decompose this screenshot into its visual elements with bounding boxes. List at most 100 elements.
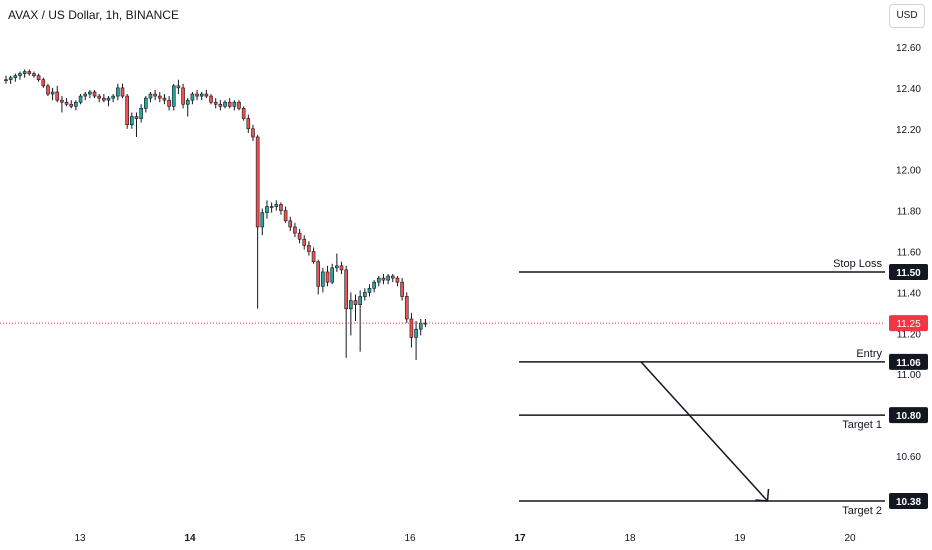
- x-tick-label: 14: [184, 533, 196, 544]
- candle: [274, 200, 279, 211]
- candle: [88, 89, 92, 99]
- candle-body: [311, 251, 316, 263]
- candle-body: [18, 73, 22, 76]
- candle: [185, 98, 190, 117]
- candle: [255, 134, 260, 309]
- candle-body: [414, 328, 418, 338]
- candle: [125, 94, 129, 129]
- trade-arrow: [640, 361, 770, 502]
- candle-body: [213, 101, 218, 105]
- candle: [69, 100, 74, 109]
- candle: [46, 83, 50, 97]
- candle: [55, 85, 60, 103]
- candle-body: [204, 93, 209, 97]
- level-badge: [889, 353, 928, 370]
- candle: [237, 100, 241, 111]
- candle: [372, 280, 376, 293]
- candle-body: [363, 292, 367, 297]
- y-tick-label: 12.00: [896, 166, 921, 177]
- candle: [218, 100, 223, 111]
- candle-body: [116, 87, 120, 97]
- candle-body: [237, 101, 241, 109]
- candle-body: [22, 71, 27, 74]
- candle: [386, 273, 390, 285]
- candle: [353, 294, 358, 322]
- current-price-badge: [889, 315, 928, 332]
- level-name: Target 1: [842, 419, 882, 431]
- candle-body: [335, 265, 339, 269]
- level-price-label: 11.50: [896, 268, 921, 279]
- candle-body: [162, 97, 167, 101]
- candle-body: [148, 93, 153, 99]
- candle-body: [60, 99, 64, 103]
- candle: [395, 276, 400, 287]
- candle-body: [381, 277, 386, 281]
- candle: [190, 91, 195, 105]
- candle: [246, 114, 251, 133]
- candle: [390, 273, 395, 283]
- candle-body: [321, 271, 325, 287]
- candle-body: [330, 267, 335, 283]
- level-name: Stop Loss: [833, 258, 882, 270]
- candle-body: [386, 275, 390, 281]
- candle: [92, 89, 97, 99]
- candle: [302, 235, 307, 250]
- candle-body: [106, 97, 111, 101]
- candle: [209, 94, 213, 105]
- candle: [22, 69, 27, 78]
- candle-body: [97, 95, 101, 99]
- candle-body: [27, 71, 32, 74]
- candle: [283, 206, 288, 223]
- x-tick-label: 15: [294, 533, 306, 544]
- candle: [311, 247, 316, 264]
- x-tick-label: 19: [734, 533, 746, 544]
- candle-body: [41, 79, 46, 87]
- candle: [321, 267, 325, 293]
- candle: [269, 202, 274, 213]
- candle: [13, 73, 18, 82]
- candle-body: [130, 116, 134, 126]
- candle: [376, 276, 381, 287]
- candle-body: [195, 93, 199, 97]
- candle: [344, 265, 348, 358]
- candle-body: [190, 93, 195, 101]
- candle: [8, 75, 13, 84]
- candle: [307, 241, 311, 256]
- candle-body: [4, 79, 8, 82]
- candle: [144, 96, 148, 113]
- candle: [288, 216, 293, 232]
- candle-body: [297, 232, 302, 240]
- candle: [27, 69, 32, 76]
- candle-body: [78, 95, 83, 103]
- y-tick-label: 12.40: [896, 84, 921, 95]
- candle-body: [92, 91, 97, 97]
- candle-body: [88, 91, 92, 95]
- level-target-1: Target 1 10.80: [519, 407, 928, 431]
- level-badge: [889, 407, 928, 424]
- candle-body: [139, 108, 143, 119]
- y-tick-label: 10.60: [896, 452, 921, 463]
- candle: [335, 253, 339, 272]
- candle: [400, 278, 404, 301]
- x-tick-label: 16: [404, 533, 416, 544]
- candle: [97, 94, 101, 103]
- candle: [60, 96, 64, 113]
- candle-body: [404, 296, 409, 320]
- candle: [232, 100, 237, 111]
- candle: [64, 98, 69, 107]
- candle: [111, 94, 115, 103]
- candle-body: [83, 93, 88, 97]
- candle-body: [339, 265, 344, 271]
- candle-body: [288, 220, 293, 228]
- candle-body: [134, 116, 139, 119]
- level-stop-loss: Stop Loss 11.50: [519, 258, 928, 280]
- candle: [404, 292, 409, 324]
- candle-body: [227, 101, 232, 107]
- arrow-shaft: [640, 361, 769, 502]
- candle-body: [46, 85, 50, 95]
- candle-body: [316, 261, 321, 287]
- y-tick-label: 11.00: [897, 370, 922, 381]
- currency-button[interactable]: USD: [889, 4, 925, 28]
- candle: [418, 318, 423, 336]
